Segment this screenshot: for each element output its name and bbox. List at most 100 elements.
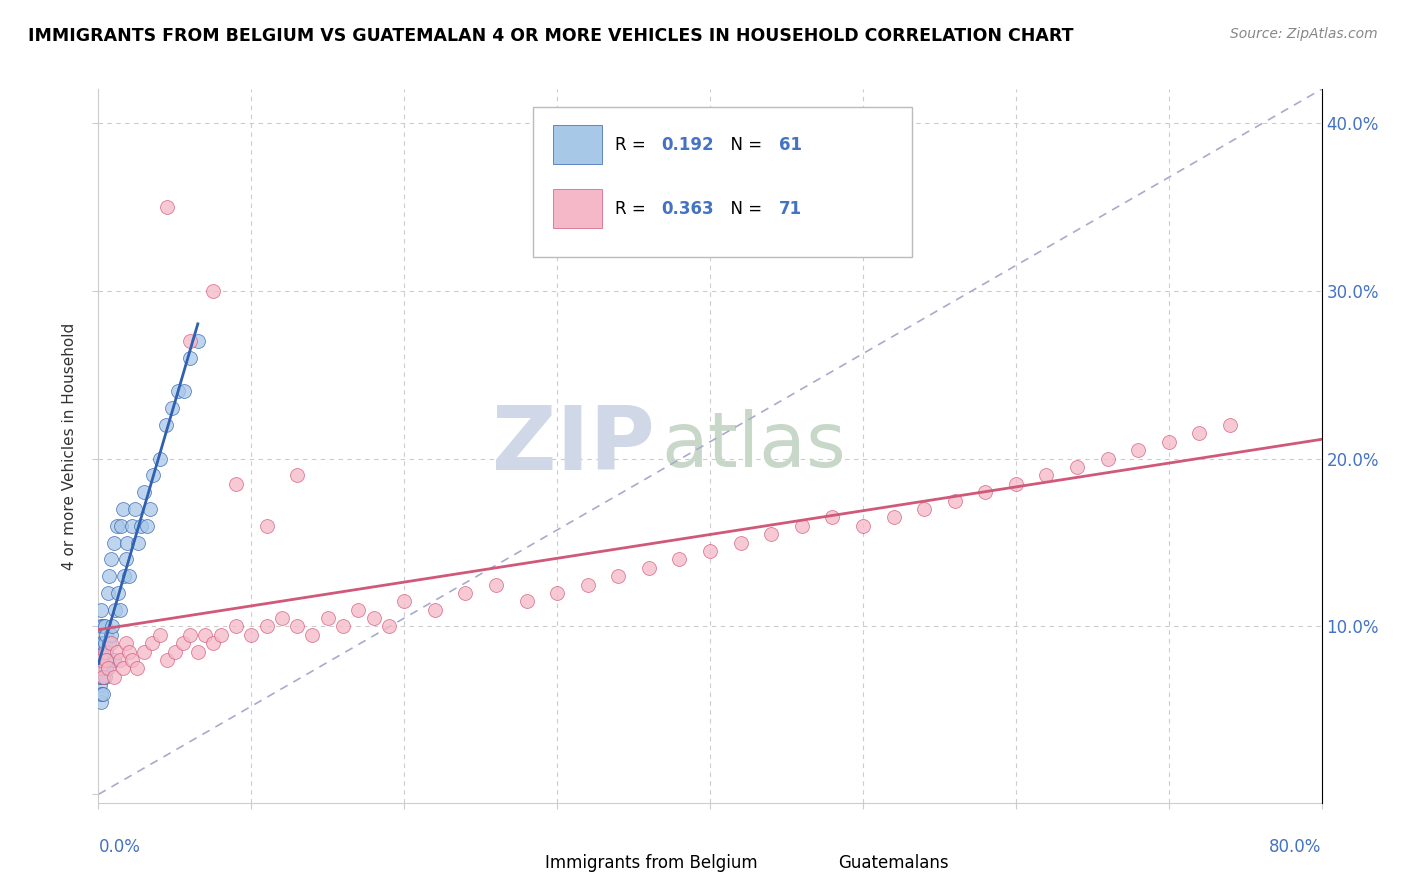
Point (392, 594, 416, 608)
Bar (502, 849, 536, 878)
Point (108, 653, 131, 667)
Point (912, 502, 935, 516)
Point (110, 518, 132, 533)
Point (108, 603, 131, 617)
Point (93, 653, 115, 667)
Point (111, 661, 134, 675)
Point (90, 653, 112, 667)
Point (316, 611, 339, 625)
Point (112, 569, 135, 583)
Point (124, 502, 146, 516)
Point (91, 670, 114, 684)
Point (576, 577, 599, 591)
Point (129, 518, 152, 533)
Point (179, 351, 201, 365)
Point (699, 544, 721, 558)
Point (1097, 451, 1119, 466)
Text: 0.363: 0.363 (661, 200, 714, 218)
Point (974, 485, 997, 500)
FancyBboxPatch shape (533, 107, 912, 257)
Point (97, 653, 120, 667)
Point (90, 619, 112, 633)
Point (1188, 426, 1211, 441)
Point (149, 451, 172, 466)
Point (730, 535, 752, 549)
Point (1066, 460, 1088, 475)
Point (94, 661, 117, 675)
Point (90, 661, 112, 675)
Point (225, 476, 247, 491)
Point (90, 603, 112, 617)
Point (179, 334, 201, 348)
Point (821, 510, 844, 524)
Point (118, 569, 141, 583)
Point (637, 560, 661, 574)
Point (97, 586, 120, 600)
Text: N =: N = (720, 200, 768, 218)
Point (103, 535, 125, 549)
Point (142, 468, 165, 483)
Text: 0.192: 0.192 (661, 136, 714, 153)
Point (98, 636, 121, 650)
Point (104, 603, 127, 617)
Point (141, 636, 163, 650)
Point (285, 468, 308, 483)
Point (378, 619, 401, 633)
Text: R =: R = (614, 200, 651, 218)
Point (93, 636, 115, 650)
Point (89, 661, 111, 675)
Point (759, 527, 782, 541)
Point (121, 653, 143, 667)
Point (89, 670, 111, 684)
Point (485, 577, 508, 591)
Bar (554, 189, 602, 228)
Text: atlas: atlas (661, 409, 846, 483)
Text: Source: ZipAtlas.com: Source: ZipAtlas.com (1230, 27, 1378, 41)
Point (1219, 417, 1241, 432)
Point (94, 645, 117, 659)
Point (225, 619, 247, 633)
Point (423, 603, 446, 617)
Point (94, 628, 117, 642)
Point (172, 636, 194, 650)
Point (155, 417, 177, 432)
Point (94, 653, 117, 667)
Text: 71: 71 (779, 200, 801, 218)
Point (187, 645, 209, 659)
Point (93, 619, 115, 633)
Bar (554, 125, 602, 164)
Point (607, 569, 630, 583)
Point (111, 502, 134, 516)
Point (285, 619, 308, 633)
Point (103, 670, 125, 684)
Point (156, 653, 179, 667)
Point (194, 628, 217, 642)
Point (93, 670, 115, 684)
Point (90, 653, 112, 667)
Point (90, 645, 112, 659)
Text: N =: N = (720, 136, 768, 153)
Point (149, 628, 172, 642)
Point (301, 628, 323, 642)
Point (270, 611, 292, 625)
Point (883, 510, 905, 524)
Point (103, 653, 125, 667)
Text: ZIP: ZIP (492, 402, 655, 490)
Point (256, 518, 278, 533)
Point (173, 384, 195, 399)
Point (156, 200, 179, 214)
Point (668, 552, 690, 566)
Point (89, 645, 111, 659)
Point (363, 611, 385, 625)
Text: Immigrants from Belgium: Immigrants from Belgium (546, 855, 758, 872)
Point (160, 401, 183, 416)
Point (105, 645, 128, 659)
Point (91, 670, 114, 684)
Text: 0.0%: 0.0% (98, 838, 141, 856)
Point (347, 603, 370, 617)
Text: R =: R = (614, 136, 651, 153)
Point (101, 619, 124, 633)
Point (163, 645, 186, 659)
Text: 80.0%: 80.0% (1270, 838, 1322, 856)
Point (202, 636, 225, 650)
